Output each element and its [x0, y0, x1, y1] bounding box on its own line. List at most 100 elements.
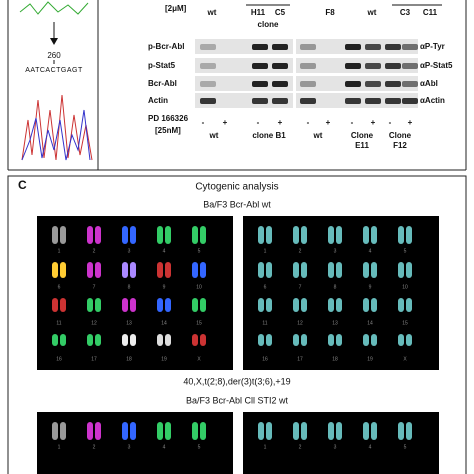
chromosome: [398, 334, 404, 346]
chromosome-label: 4: [369, 444, 372, 450]
chromosome-label: 2: [299, 444, 302, 450]
chromosome: [165, 226, 171, 244]
chromosome: [336, 262, 342, 278]
chromosome: [192, 262, 198, 278]
sign: -: [202, 118, 205, 127]
chromosome-label: 9: [163, 284, 166, 290]
blot: [195, 93, 293, 108]
band: [300, 63, 316, 69]
group-label: Clone E11: [351, 131, 374, 150]
row-label: αActin: [420, 96, 445, 105]
band: [365, 63, 381, 69]
lane-label: C3: [400, 8, 411, 17]
band: [402, 44, 418, 50]
sign: +: [223, 118, 228, 127]
chromosome: [52, 422, 58, 440]
chromosome-label: 6: [58, 284, 61, 290]
karyotype-image: [37, 412, 233, 474]
chromosome: [293, 262, 299, 278]
row-label: Actin: [148, 96, 168, 105]
chromosome: [200, 262, 206, 278]
chromosome: [371, 262, 377, 278]
band: [385, 44, 401, 50]
chromosome: [363, 226, 369, 244]
chromosome: [52, 226, 58, 244]
row-label: p-Bcr-Abl: [148, 42, 184, 51]
chromosome: [266, 262, 272, 278]
band: [402, 81, 418, 87]
chromosome: [293, 422, 299, 440]
chromosome: [60, 422, 66, 440]
chromosome-label: 5: [404, 444, 407, 450]
chromosome: [293, 334, 299, 346]
chromosome: [266, 422, 272, 440]
lane-label: wt: [367, 8, 377, 17]
chromosome: [336, 334, 342, 346]
chromosome-label: 4: [369, 248, 372, 254]
chromosome-label: 7: [299, 284, 302, 290]
band: [345, 98, 361, 104]
chromosome: [301, 334, 307, 346]
chromosome: [328, 226, 334, 244]
lane-label: H11: [251, 8, 266, 17]
chromosome: [157, 334, 163, 346]
blot: [195, 58, 293, 73]
chromosome-label: 3: [334, 444, 337, 450]
chromosome: [371, 422, 377, 440]
chromosome-label: 9: [369, 284, 372, 290]
band: [200, 98, 216, 104]
chromosome: [87, 262, 93, 278]
chromosome: [301, 298, 307, 312]
sign: -: [307, 118, 310, 127]
chromosome-label: 4: [163, 444, 166, 450]
band: [345, 44, 361, 50]
group-label: Clone F12: [389, 131, 412, 150]
chromosome: [60, 262, 66, 278]
band: [252, 98, 268, 104]
lane-label: wt: [207, 8, 217, 17]
chromosome: [200, 422, 206, 440]
chromosome: [192, 298, 198, 312]
chromosome: [87, 226, 93, 244]
chromosome-label: 14: [367, 320, 373, 326]
chromosome: [266, 298, 272, 312]
sign: -: [389, 118, 392, 127]
treatment-conc: [25nM]: [155, 126, 181, 135]
chromosome: [293, 226, 299, 244]
chromosome: [95, 262, 101, 278]
chromosome-label: 3: [128, 444, 131, 450]
seq-position: 260: [47, 51, 61, 60]
chromosome: [157, 422, 163, 440]
band: [272, 98, 288, 104]
chromosome-label: 8: [128, 284, 131, 290]
chromosome: [336, 422, 342, 440]
band: [365, 98, 381, 104]
chromosome: [165, 334, 171, 346]
chromosome-label: 2: [93, 444, 96, 450]
row-label: αP-Stat5: [420, 61, 453, 70]
karyotype-title: Ba/F3 Bcr-Abl Cll STI2 wt: [186, 395, 289, 405]
band: [272, 81, 288, 87]
chromosome: [398, 226, 404, 244]
chromosome: [130, 422, 136, 440]
chromosome: [258, 226, 264, 244]
lane-label: clone: [258, 20, 279, 29]
blot: [195, 76, 293, 91]
band: [365, 81, 381, 87]
chromosome-label: 10: [402, 284, 408, 290]
chromosome: [157, 262, 163, 278]
chromosome: [95, 334, 101, 346]
chromosome: [157, 298, 163, 312]
arrow-head: [50, 38, 58, 45]
chromosome: [130, 298, 136, 312]
chromosome: [328, 298, 334, 312]
band: [402, 63, 418, 69]
chromosome-label: 3: [128, 248, 131, 254]
band: [345, 81, 361, 87]
chromosome: [165, 422, 171, 440]
chromosome: [122, 226, 128, 244]
chromosome-label: 15: [402, 320, 408, 326]
chromosome-label: 1: [58, 248, 61, 254]
chromosome: [258, 298, 264, 312]
chromosome-label: 11: [56, 320, 61, 326]
